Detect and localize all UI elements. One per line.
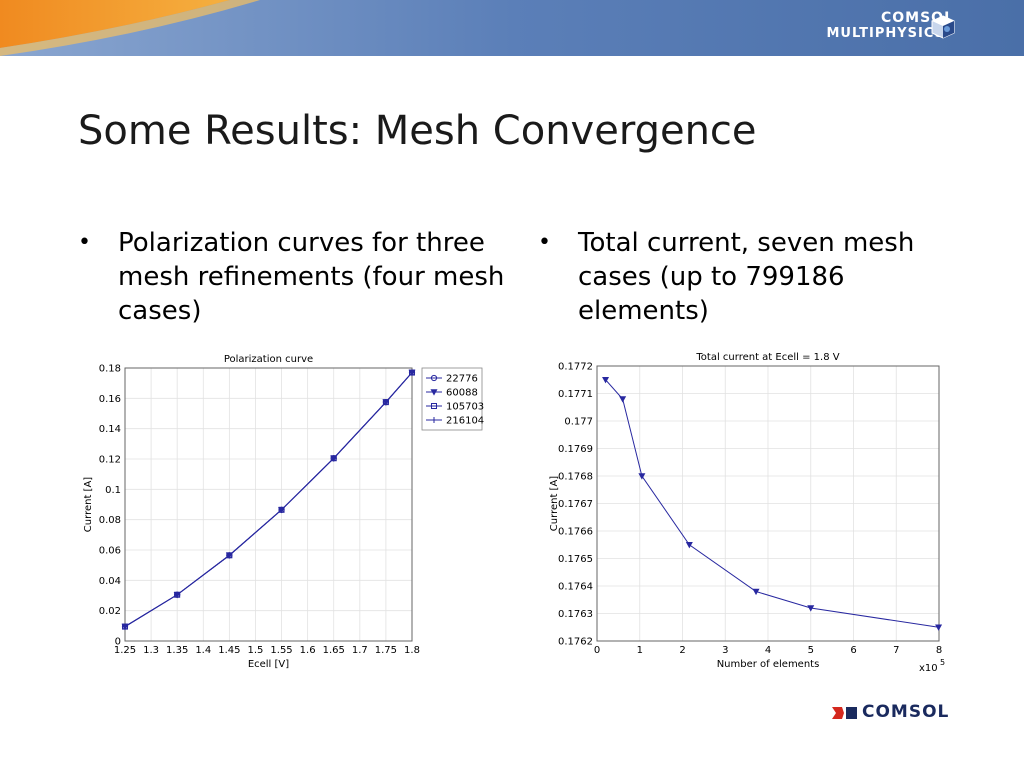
legend-label: 22776 (446, 374, 478, 385)
plot-area (124, 367, 413, 642)
y-tick-label: 0.1764 (558, 582, 593, 593)
y-tick-label: 0.1772 (558, 362, 593, 373)
x-tick-label: 1 (637, 645, 643, 656)
data-point (330, 455, 337, 462)
x-tick-label: 3 (722, 645, 728, 656)
x-axis-label: Number of elements (717, 659, 820, 670)
data-point (409, 369, 415, 376)
x-axis-label: Ecell [V] (248, 659, 289, 670)
y-tick-label: 0.1768 (558, 472, 593, 483)
x-tick-label: 0 (594, 645, 600, 656)
data-point (752, 588, 760, 596)
bullet-line: Polarization curves for three (118, 228, 485, 258)
data-point (602, 376, 610, 384)
bullet-total-current: • Total current, seven mesh cases (up to… (538, 226, 968, 336)
x-tick-label: 1.7 (352, 645, 368, 656)
data-point (685, 541, 693, 549)
x-tick-label: 6 (850, 645, 856, 656)
y-axis-label: Current [A] (83, 477, 94, 532)
x-tick-label: 1.35 (166, 645, 188, 656)
y-tick-label: 0 (115, 637, 121, 648)
chart-title: Total current at Ecell = 1.8 V (695, 352, 839, 363)
brand-bottom-word: COMSOL (862, 702, 950, 722)
y-tick-label: 0.1762 (558, 637, 593, 648)
x-tick-label: 4 (765, 645, 771, 656)
x-multiplier-exponent: 5 (940, 658, 945, 667)
y-axis-label: Current [A] (549, 476, 560, 531)
data-point (174, 591, 181, 598)
x-tick-label: 1.6 (300, 645, 316, 656)
bullet-line: mesh refinements (four mesh (118, 262, 505, 292)
x-tick-label: 1.4 (195, 645, 211, 656)
bullet-polarization: • Polarization curves for three mesh ref… (78, 226, 508, 336)
x-tick-label: 1.55 (270, 645, 292, 656)
brand-top-line2: MULTIPHYSICS (826, 26, 945, 41)
y-tick-label: 0.16 (99, 394, 121, 405)
x-tick-label: 1.8 (404, 645, 420, 656)
legend-label: 216104 (446, 416, 484, 427)
header-banner (0, 0, 1024, 56)
y-tick-label: 0.04 (99, 576, 121, 587)
data-point (431, 417, 437, 423)
data-point (638, 473, 646, 480)
y-tick-label: 0.1767 (558, 499, 593, 510)
data-point (619, 396, 627, 403)
x-tick-label: 1.5 (248, 645, 264, 656)
y-tick-label: 0.18 (99, 364, 121, 375)
data-point (430, 389, 438, 396)
data-point (382, 399, 389, 406)
data-point (278, 506, 285, 513)
data-point (935, 624, 943, 631)
y-tick-label: 0.1769 (558, 444, 593, 455)
bullet-marker: • (538, 230, 551, 255)
legend-label: 60088 (446, 388, 478, 399)
data-point (431, 403, 437, 409)
x-tick-label: 1.65 (323, 645, 345, 656)
bullet-marker: • (78, 230, 91, 255)
x-tick-label: 1.45 (218, 645, 240, 656)
bullet-line: Total current, seven mesh (578, 228, 915, 258)
y-tick-label: 0.08 (99, 515, 121, 526)
bullet-line: cases) (118, 296, 202, 326)
data-point (226, 552, 233, 559)
bullet-line: elements) (578, 296, 709, 326)
y-tick-label: 0.1765 (558, 554, 593, 565)
legend-label: 105703 (446, 402, 484, 413)
y-tick-label: 0.1766 (558, 527, 593, 538)
x-tick-label: 5 (808, 645, 814, 656)
chart-title: Polarization curve (224, 354, 313, 365)
x-tick-label: 2 (679, 645, 685, 656)
x-tick-label: 7 (893, 645, 899, 656)
page-title: Some Results: Mesh Convergence (78, 108, 757, 154)
total-current-chart: 0 1 2 3 4 5 6 7 8 0.1762 0.1763 0.1764 0.1765 0.1766 0… (549, 352, 945, 674)
polarization-chart: 1.25 1.3 1.35 1.4 1.45 1.5 1.55 1.6 1.65 1.7 1.75 1… (83, 354, 484, 670)
y-tick-label: 0.177 (564, 417, 593, 428)
data-point (430, 374, 438, 382)
y-tick-label: 0.02 (99, 606, 121, 617)
y-tick-label: 0.12 (99, 455, 121, 466)
data-point (122, 623, 128, 630)
y-tick-label: 0.06 (99, 546, 121, 557)
y-tick-label: 0.14 (99, 424, 121, 435)
plot-frame (596, 365, 940, 642)
bullet-line: cases (up to 799186 (578, 262, 845, 292)
y-tick-label: 0.1 (105, 485, 121, 496)
y-tick-label: 0.1771 (558, 389, 593, 400)
x-tick-label: 8 (936, 645, 942, 656)
brand-mark-icon (832, 707, 857, 719)
x-tick-label: 1.3 (143, 645, 159, 656)
x-multiplier-label: x10 (919, 663, 938, 674)
data-point (807, 605, 815, 612)
x-tick-label: 1.25 (114, 645, 136, 656)
plot-frame (124, 367, 413, 642)
cube-logo-icon (931, 15, 955, 39)
y-tick-label: 0.1763 (558, 609, 593, 620)
x-tick-label: 1.75 (375, 645, 397, 656)
